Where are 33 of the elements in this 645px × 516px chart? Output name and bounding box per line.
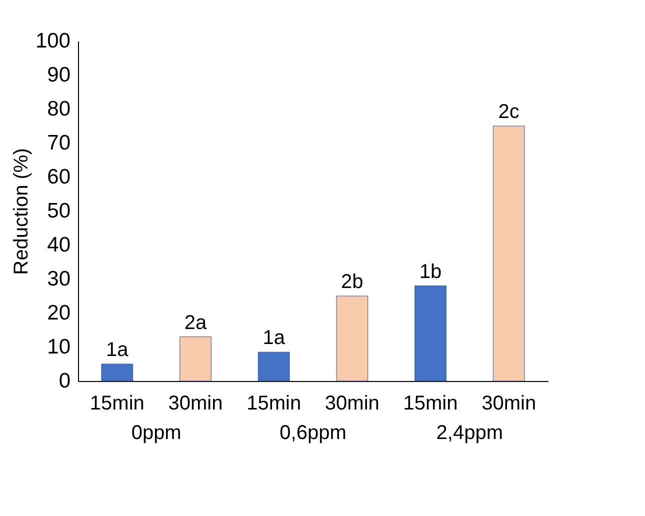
y-tick-label: 90 — [47, 64, 70, 86]
text: 0,6ppm — [280, 422, 346, 444]
bar — [258, 352, 290, 382]
y-tick-label: 10 — [47, 336, 70, 358]
x-tick-label: 30min — [482, 392, 536, 414]
y-tick-label: 20 — [47, 302, 70, 324]
y-tick-label: 100 — [35, 30, 70, 52]
annotation: 2c — [498, 101, 520, 123]
bar — [492, 126, 525, 382]
annotation: 1b — [419, 260, 442, 283]
text: 0ppm — [131, 422, 182, 444]
y-tick-label: 30 — [47, 268, 70, 290]
text: 2,4ppm — [436, 422, 504, 444]
y-tick-label: 0 — [58, 370, 70, 392]
bar — [336, 296, 368, 382]
x-tick-label: 15min — [403, 392, 458, 414]
y-tick-label: 80 — [47, 98, 70, 120]
annotation: 2b — [341, 271, 364, 293]
y-tick-label: 40 — [47, 234, 70, 256]
y-tick-label: 60 — [47, 166, 70, 188]
annotation: 1a — [106, 339, 130, 361]
y-tick-label: 70 — [47, 132, 70, 154]
x-tick-label: 15min — [246, 392, 302, 414]
bar — [101, 364, 134, 382]
bar — [414, 286, 446, 382]
x-tick-label: 30min — [168, 392, 223, 414]
annotation: 1a — [262, 327, 286, 350]
x-tick-label: 30min — [324, 392, 380, 414]
annotation: 2a — [184, 312, 208, 334]
y-tick-label: 50 — [47, 200, 70, 222]
x-tick-label: 15min — [90, 392, 144, 414]
bar — [180, 336, 212, 382]
y-axis-title: Reduction (%) — [10, 148, 32, 275]
